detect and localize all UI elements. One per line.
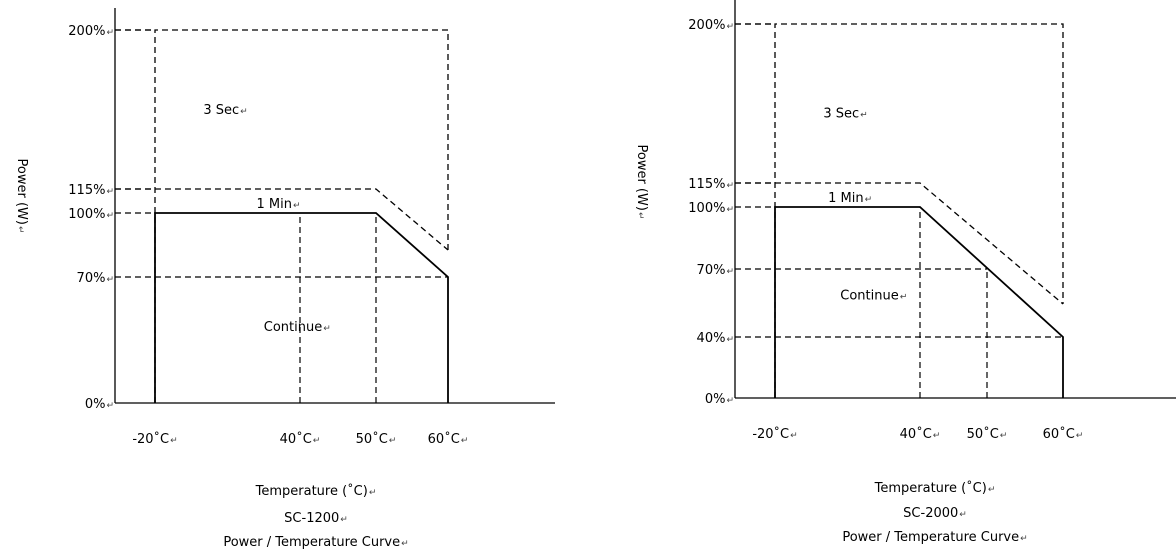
return-mark-icon: ↵	[865, 195, 873, 205]
x-axis-label: Temperature (˚C)↵	[255, 483, 377, 499]
return-mark-icon: ↵	[790, 431, 798, 441]
y-tick-label: 70%↵	[697, 263, 734, 278]
series-line-1-min	[775, 182, 1064, 305]
return-mark-icon: ↵	[106, 187, 114, 197]
y-tick-label: 100%↵	[688, 201, 734, 216]
series-line-1-min	[155, 188, 449, 251]
chart-title: Power / Temperature Curve↵	[842, 530, 1027, 545]
x-tick-label: -20˚C↵	[752, 426, 797, 442]
chart-title: Power / Temperature Curve↵	[223, 535, 408, 550]
y-axis-label: Power (W)↵	[14, 159, 29, 234]
return-mark-icon: ↵	[933, 431, 941, 441]
series-line-3-sec	[154, 29, 449, 403]
y-tick-label: 115%↵	[688, 177, 734, 192]
return-mark-icon: ↵	[106, 28, 114, 38]
return-mark-icon: ↵	[635, 212, 645, 220]
y-tick-label: 70%↵	[77, 271, 114, 286]
return-mark-icon: ↵	[900, 292, 908, 302]
x-tick-label: -20˚C↵	[132, 431, 177, 447]
y-axis-label: Power (W)↵	[634, 145, 649, 220]
return-mark-icon: ↵	[313, 436, 321, 446]
return-mark-icon: ↵	[340, 515, 348, 525]
x-tick-label: 40˚C↵	[280, 431, 321, 447]
series-line-3-sec	[774, 23, 1064, 398]
return-mark-icon: ↵	[461, 436, 469, 446]
return-mark-icon: ↵	[369, 488, 377, 498]
return-mark-icon: ↵	[15, 226, 25, 234]
region-label: Continue↵	[264, 320, 331, 335]
return-mark-icon: ↵	[726, 335, 734, 345]
y-tick-label: 200%↵	[68, 24, 114, 39]
return-mark-icon: ↵	[389, 436, 397, 446]
return-mark-icon: ↵	[293, 201, 301, 211]
series-line-continue	[154, 212, 449, 403]
region-label: 3 Sec↵	[823, 107, 867, 122]
return-mark-icon: ↵	[1076, 431, 1084, 441]
return-mark-icon: ↵	[726, 396, 734, 406]
y-tick-label: 0%↵	[85, 397, 114, 412]
return-mark-icon: ↵	[106, 275, 114, 285]
return-mark-icon: ↵	[860, 111, 868, 121]
x-tick-label: 60˚C↵	[1043, 426, 1084, 442]
chart-model-name: SC-2000↵	[903, 506, 967, 521]
return-mark-icon: ↵	[988, 485, 996, 495]
region-label: Continue↵	[840, 288, 907, 303]
series-line-continue	[774, 206, 1064, 398]
y-tick-label: 115%↵	[68, 183, 114, 198]
x-tick-label: 60˚C↵	[428, 431, 469, 447]
y-tick-label: 200%↵	[688, 18, 734, 33]
chart-sc-1200: 0%↵ 70%↵ 100%↵ 115%↵ 200%↵ -20˚C↵ 40˚C↵ 50˚C↵ 60…	[14, 8, 555, 550]
return-mark-icon: ↵	[170, 436, 178, 446]
region-label: 3 Sec↵	[203, 103, 247, 118]
region-label: 1 Min↵	[257, 197, 301, 212]
x-tick-label: 50˚C↵	[356, 431, 397, 447]
return-mark-icon: ↵	[240, 107, 248, 117]
return-mark-icon: ↵	[106, 401, 114, 411]
chart-model-name: SC-1200↵	[284, 511, 348, 526]
x-axis-label: Temperature (˚C)↵	[874, 480, 996, 496]
return-mark-icon: ↵	[726, 267, 734, 277]
return-mark-icon: ↵	[726, 205, 734, 215]
region-label: 1 Min↵	[828, 191, 872, 206]
return-mark-icon: ↵	[323, 324, 331, 334]
return-mark-icon: ↵	[726, 22, 734, 32]
return-mark-icon: ↵	[726, 181, 734, 191]
return-mark-icon: ↵	[106, 211, 114, 221]
y-tick-label: 0%↵	[705, 392, 734, 407]
y-tick-label: 100%↵	[68, 207, 114, 222]
y-tick-label: 40%↵	[697, 331, 734, 346]
return-mark-icon: ↵	[401, 539, 409, 549]
return-mark-icon: ↵	[1000, 431, 1008, 441]
return-mark-icon: ↵	[959, 510, 967, 520]
chart-sc-2000: 0%↵ 40%↵ 70%↵ 100%↵ 115%↵ 200%↵ -20˚C↵ 40˚C↵ 50˚…	[634, 0, 1176, 545]
x-tick-label: 50˚C↵	[967, 426, 1008, 442]
x-tick-label: 40˚C↵	[900, 426, 941, 442]
return-mark-icon: ↵	[1020, 534, 1028, 544]
